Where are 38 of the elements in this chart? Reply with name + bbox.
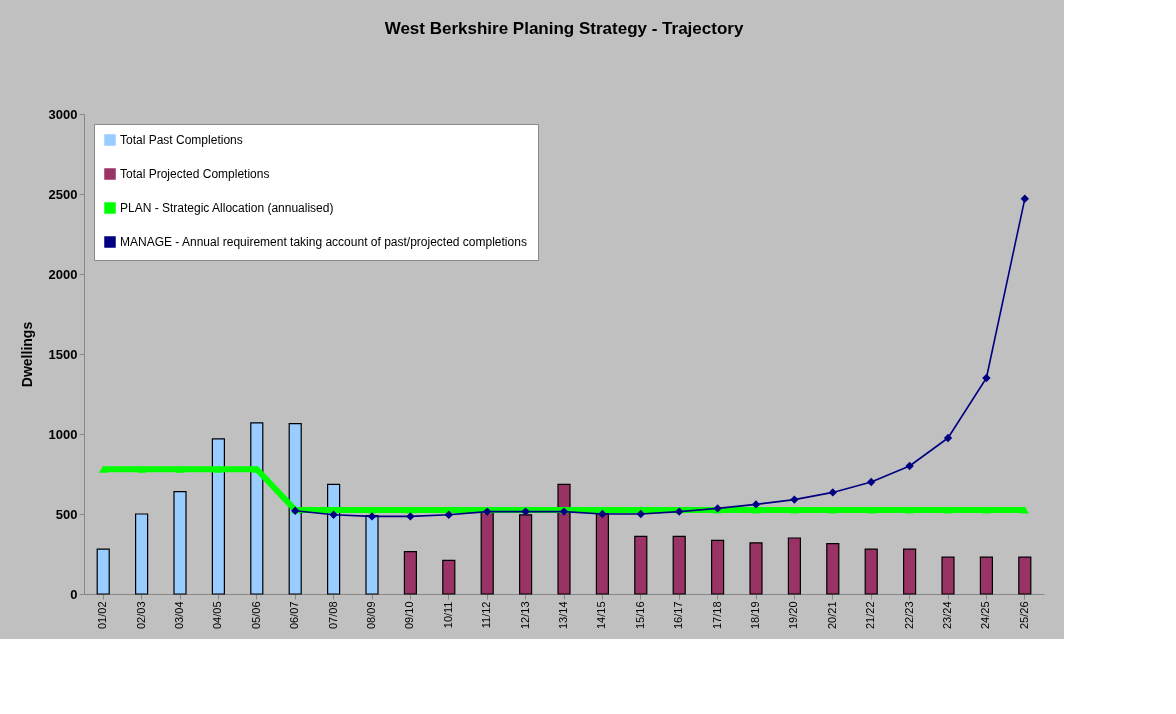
- x-tick-label: 21/22: [864, 601, 877, 630]
- x-tick-label: 25/26: [1017, 601, 1030, 630]
- x-tick-label: 05/06: [249, 601, 262, 630]
- y-tick-label: 500: [55, 506, 78, 522]
- y-tick-label: 0: [70, 586, 78, 602]
- legend-label: Total Projected Completions: [120, 167, 270, 181]
- x-tick-label: 08/09: [365, 601, 377, 630]
- x-tick-label: 20/21: [825, 601, 838, 630]
- x-tick-label: 06/07: [288, 601, 301, 630]
- x-tick-label: 02/03: [134, 601, 147, 630]
- y-tick-label: 2000: [48, 266, 78, 282]
- chart-title: West Berkshire Planing Strategy - Trajectory: [384, 19, 744, 38]
- x-tick-label: 11/12: [480, 601, 493, 629]
- x-tick-label: 23/24: [941, 601, 953, 630]
- legend-label: MANAGE - Annual requirement taking account of past/projected completions: [120, 235, 527, 249]
- x-tick-label: 03/04: [173, 601, 185, 630]
- x-tick-label: 17/18: [710, 601, 723, 630]
- legend-label: PLAN - Strategic Allocation (annualised): [120, 201, 334, 215]
- x-tick-label: 18/19: [749, 601, 761, 630]
- x-tick-label: 13/14: [557, 601, 569, 630]
- x-tick-label: 15/16: [633, 601, 646, 630]
- legend-label: Total Past Completions: [120, 133, 243, 147]
- x-tick-label: 16/17: [672, 601, 685, 630]
- x-tick-label: 19/20: [787, 601, 800, 630]
- y-axis-title: Dwellings: [18, 321, 35, 388]
- y-tick-label: 3000: [48, 106, 78, 122]
- y-tick-label: 1500: [48, 346, 78, 362]
- x-tick-label: 09/10: [403, 601, 416, 630]
- x-tick-label: 14/15: [595, 601, 608, 630]
- x-tick-label: 22/23: [902, 601, 915, 630]
- x-tick-label: 07/08: [326, 601, 339, 630]
- x-tick-label: 04/05: [211, 601, 224, 630]
- x-tick-label: 12/13: [518, 601, 531, 630]
- x-tick-label: 01/02: [96, 601, 109, 630]
- y-tick-label: 2500: [48, 186, 78, 202]
- y-tick-label: 1000: [48, 426, 78, 442]
- x-tick-label: 24/25: [979, 601, 992, 630]
- x-tick-label: 10/11: [441, 601, 454, 629]
